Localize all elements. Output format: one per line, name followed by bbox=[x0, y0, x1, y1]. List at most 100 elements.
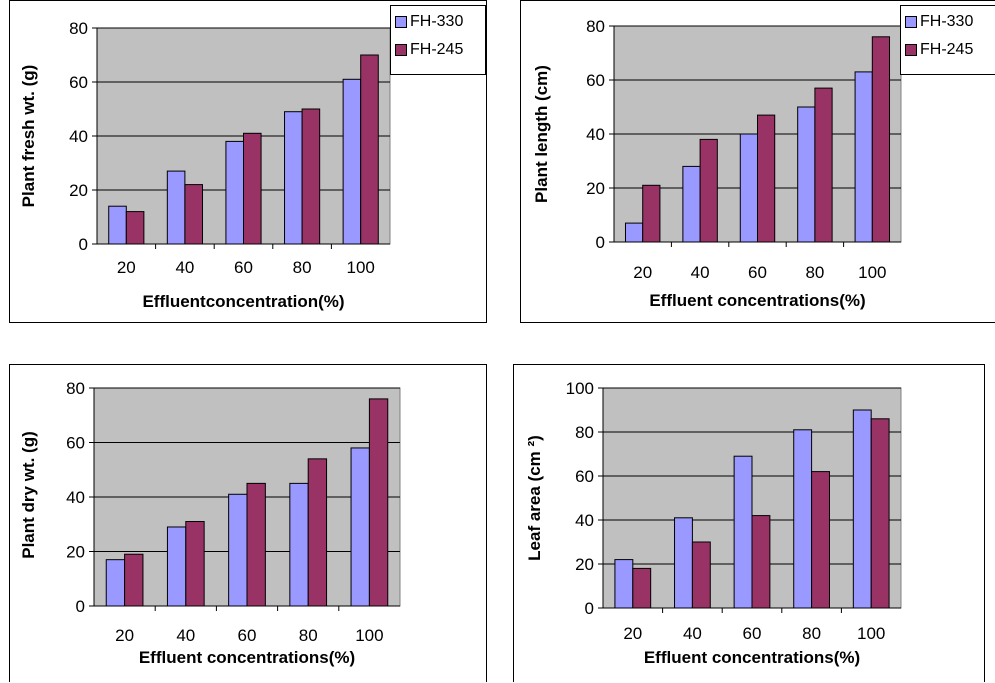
x-axis-title: Effluent concentrations(%) bbox=[644, 648, 860, 667]
x-tick-label: 20 bbox=[633, 263, 652, 282]
bar-fh-330-80 bbox=[797, 106, 816, 243]
y-tick-label: 80 bbox=[66, 379, 85, 398]
legend-item-fh245: FH-245 bbox=[395, 36, 481, 64]
bar-fh-245-60 bbox=[243, 132, 262, 245]
bar-fh-330-60 bbox=[228, 493, 248, 607]
bar-fh-245-60 bbox=[246, 482, 266, 607]
y-tick-label: 40 bbox=[66, 488, 85, 507]
x-tick-label: 80 bbox=[805, 263, 824, 282]
bar-fh-330-60 bbox=[739, 133, 758, 243]
y-tick-label: 20 bbox=[69, 181, 88, 200]
y-tick-label: 40 bbox=[575, 511, 594, 530]
chart-panel-leaf-area: 0 20 40 60 80 100 20 40 60 80 100 Effluent concentr… bbox=[513, 364, 985, 682]
bar-fh-330-20 bbox=[624, 222, 644, 243]
chart-plant-length: 0 20 40 60 80 20 40 60 80 100 Effluent concentrati… bbox=[532, 17, 902, 310]
bar-fh-245-20 bbox=[632, 567, 652, 609]
bar-fh-245-40 bbox=[691, 541, 711, 609]
bar-fh-245-100 bbox=[368, 398, 389, 607]
x-tick-label: 20 bbox=[623, 624, 642, 643]
y-tick-label: 60 bbox=[586, 71, 605, 90]
bar-fh-330-40 bbox=[682, 165, 701, 243]
bar-fh-245-40 bbox=[184, 184, 203, 245]
x-tick-label: 60 bbox=[238, 626, 257, 645]
bar-fh-330-80 bbox=[284, 111, 303, 245]
y-tick-label: 20 bbox=[575, 555, 594, 574]
x-tick-label: 80 bbox=[802, 624, 821, 643]
y-tick-label: 0 bbox=[585, 599, 594, 618]
bar-fh-245-20 bbox=[125, 211, 145, 245]
bar-fh-245-100 bbox=[870, 418, 890, 609]
legend-item-fh330: FH-330 bbox=[905, 8, 995, 36]
bar-fh-330-20 bbox=[105, 559, 126, 607]
y-tick-label: 80 bbox=[586, 17, 605, 36]
bar-fh-330-100 bbox=[350, 447, 370, 607]
x-tick-label: 80 bbox=[299, 626, 318, 645]
x-axis-title: Effluentconcentration(%) bbox=[142, 292, 344, 311]
bar-fh-245-60 bbox=[757, 114, 776, 243]
y-tick-label: 40 bbox=[586, 125, 605, 144]
x-tick-label: 100 bbox=[857, 624, 885, 643]
y-tick-label: 0 bbox=[79, 235, 88, 254]
legend-plant-length: FH-330 FH-245 bbox=[900, 5, 995, 75]
bar-fh-330-20 bbox=[614, 559, 634, 609]
y-tick-label: 60 bbox=[575, 467, 594, 486]
x-tick-label: 60 bbox=[743, 624, 762, 643]
bar-fh-330-60 bbox=[733, 455, 753, 609]
chart-panel-fresh-weight: 0 20 40 60 80 20 40 60 80 100 Effluentconcentratio… bbox=[9, 0, 487, 323]
legend-label-fh245: FH-245 bbox=[920, 41, 974, 58]
x-tick-label: 20 bbox=[115, 626, 134, 645]
legend-item-fh245: FH-245 bbox=[905, 36, 995, 64]
legend-label-fh330: FH-330 bbox=[410, 13, 464, 30]
x-tick-label: 40 bbox=[175, 258, 194, 277]
y-axis-title: Plant dry wt. (g) bbox=[19, 431, 38, 559]
y-tick-label: 0 bbox=[76, 597, 85, 616]
y-tick-label: 0 bbox=[596, 233, 605, 252]
x-tick-label: 100 bbox=[858, 263, 886, 282]
legend-swatch-fh330 bbox=[395, 16, 407, 28]
bar-fh-330-80 bbox=[289, 482, 309, 607]
x-tick-label: 40 bbox=[683, 624, 702, 643]
bar-fh-330-60 bbox=[225, 140, 244, 245]
y-axis-title: Plant fresh wt. (g) bbox=[19, 65, 38, 208]
y-tick-label: 80 bbox=[575, 423, 594, 442]
x-tick-label: 80 bbox=[293, 258, 312, 277]
legend-swatch-fh245 bbox=[395, 44, 407, 56]
chart-panel-dry-weight: 0 20 40 60 80 20 40 60 80 100 Effluent concentrati… bbox=[9, 364, 487, 682]
legend-label-fh330: FH-330 bbox=[920, 13, 974, 30]
bar-fh-245-80 bbox=[811, 471, 830, 609]
y-axis-title: Plant length (cm) bbox=[532, 65, 551, 203]
y-tick-label: 40 bbox=[69, 127, 88, 146]
legend-fresh-weight: FH-330 FH-245 bbox=[390, 5, 486, 75]
bar-fh-245-100 bbox=[360, 54, 379, 245]
x-axis-title: Effluent concentrations(%) bbox=[649, 291, 865, 310]
bar-fh-245-40 bbox=[699, 138, 718, 243]
bar-fh-330-40 bbox=[166, 526, 187, 607]
bar-fh-245-60 bbox=[751, 515, 771, 609]
bar-fh-330-20 bbox=[108, 205, 127, 245]
y-tick-label: 80 bbox=[69, 19, 88, 38]
chart-leaf-area: 0 20 40 60 80 100 20 40 60 80 100 Effluent concentr… bbox=[525, 379, 902, 667]
y-tick-label: 60 bbox=[66, 434, 85, 453]
y-axis-title: Leaf area (cm ²) bbox=[525, 435, 544, 561]
chart-panel-plant-length: 0 20 40 60 80 20 40 60 80 100 Effluent concentrati… bbox=[520, 0, 995, 323]
legend-label-fh245: FH-245 bbox=[410, 41, 464, 58]
bar-fh-330-40 bbox=[674, 517, 693, 609]
bar-fh-245-40 bbox=[185, 521, 205, 607]
bar-fh-330-80 bbox=[793, 429, 813, 609]
bar-fh-330-40 bbox=[166, 170, 186, 245]
legend-item-fh330: FH-330 bbox=[395, 8, 481, 36]
x-tick-label: 40 bbox=[691, 263, 710, 282]
bar-fh-245-80 bbox=[814, 87, 833, 243]
x-tick-label: 100 bbox=[347, 258, 375, 277]
x-tick-label: 20 bbox=[117, 258, 136, 277]
bar-fh-245-100 bbox=[871, 36, 891, 243]
legend-swatch-fh330 bbox=[905, 16, 917, 28]
x-tick-label: 60 bbox=[748, 263, 767, 282]
bar-fh-245-80 bbox=[307, 458, 328, 607]
chart-fresh-weight: 0 20 40 60 80 20 40 60 80 100Effluentconcentratio… bbox=[19, 19, 391, 311]
y-tick-label: 20 bbox=[66, 543, 85, 562]
y-tick-label: 100 bbox=[566, 379, 594, 398]
x-tick-label: 60 bbox=[234, 258, 253, 277]
legend-swatch-fh245 bbox=[905, 44, 917, 56]
